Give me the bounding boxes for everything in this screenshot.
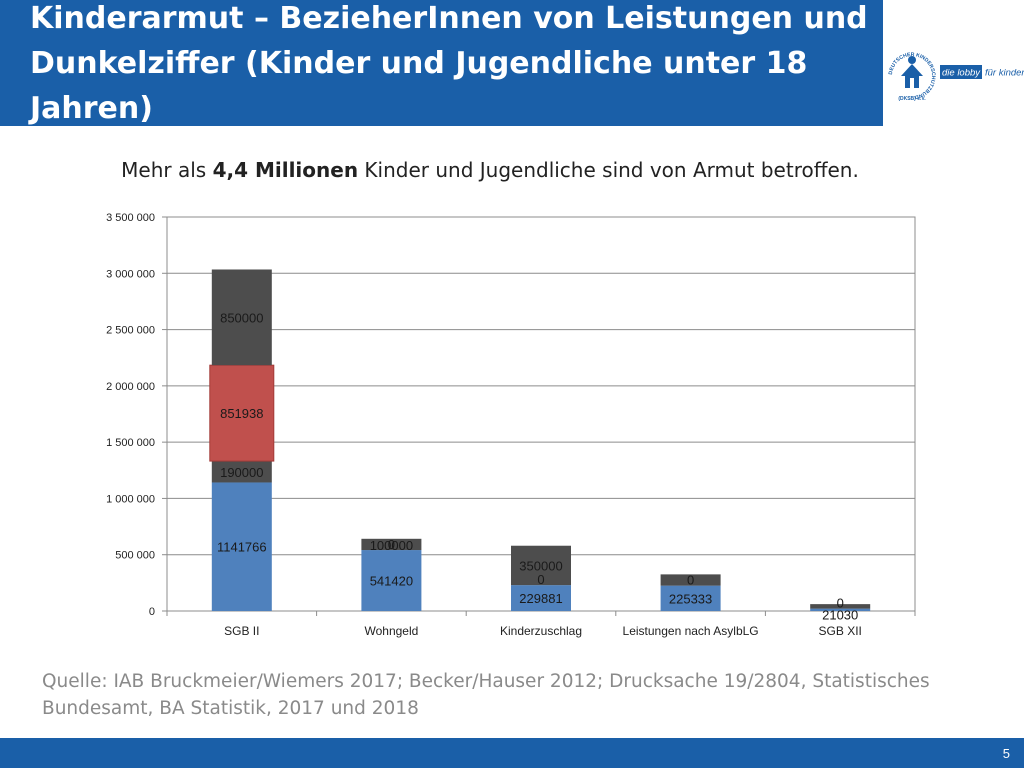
bar-segment (361, 550, 422, 611)
labels-layer: 1141766190000851938850000541420010000022… (217, 310, 858, 622)
data-label: 21030 (822, 608, 858, 623)
slogan-part1: die lobby (942, 68, 981, 79)
data-label: 1141766 (217, 540, 267, 555)
slogan-box (940, 65, 982, 79)
data-label: 229881 (519, 591, 562, 606)
chart-subtitle: Mehr als 4,4 Millionen Kinder und Jugend… (0, 158, 980, 182)
bar-segment (209, 364, 275, 462)
data-label: 0 (388, 537, 395, 552)
bar-segment (511, 545, 571, 586)
y-tick-label: 1 500 000 (106, 437, 155, 449)
stacked-bar-chart: 1141766190000851938850000541420010000022… (106, 212, 916, 638)
data-label: 350000 (519, 558, 562, 573)
bar-segment (810, 604, 871, 609)
bar-segment (211, 461, 272, 483)
y-tick-label: 3 500 000 (106, 212, 155, 224)
bar-segment (511, 585, 571, 611)
x-tick-label: Leistungen nach AsylbLG (623, 624, 759, 638)
title-bar: Kinderarmut – BezieherInnen von Leistung… (0, 0, 883, 126)
bar-segment (211, 482, 272, 611)
y-tick-label: 3 000 000 (106, 268, 155, 280)
subtitle-suffix: Kinder und Jugendliche sind von Armut be… (358, 158, 859, 182)
data-label: 0 (837, 596, 844, 611)
bars-layer (209, 269, 871, 611)
child-figure-icon (901, 56, 923, 88)
x-tick-label: Kinderzuschlag (500, 624, 582, 638)
data-label: 850000 (220, 310, 263, 325)
logo-abbr: (DKSB) e.V. (898, 96, 926, 102)
y-tick-label: 500 000 (115, 550, 155, 562)
subtitle-prefix: Mehr als (121, 158, 213, 182)
subtitle-highlight: 4,4 Millionen (212, 158, 359, 182)
logo-graphic: DEUTSCHER KINDERSCHUTZBUND (DKSB) e.V. d… (884, 48, 1024, 104)
data-label: 225333 (669, 591, 712, 606)
footer-bar: 5 (0, 738, 1024, 768)
bar-segment (810, 608, 871, 611)
y-tick-label: 0 (149, 606, 155, 618)
page-number: 5 (1002, 746, 1010, 761)
source-note: Quelle: IAB Bruckmeier/Wiemers 2017; Bec… (42, 671, 930, 719)
x-tick-label: SGB XII (819, 624, 862, 638)
y-tick-label: 2 500 000 (106, 325, 155, 337)
data-label: 0 (687, 573, 694, 588)
x-tick-label: SGB II (224, 624, 259, 638)
slide-title: Kinderarmut – BezieherInnen von Leistung… (30, 1, 868, 126)
x-tick-label: Wohngeld (364, 624, 418, 638)
bar-segment (660, 574, 721, 586)
slogan-part2: für kinder (985, 68, 1024, 79)
data-label: 851938 (220, 406, 263, 421)
bar-segment (660, 585, 721, 611)
data-label: 100000 (370, 538, 413, 553)
y-tick-label: 2 000 000 (106, 381, 155, 393)
data-label: 541420 (370, 574, 413, 589)
y-tick-label: 1 000 000 (106, 493, 155, 505)
data-label: 0 (537, 572, 544, 587)
axis-layer: 0 500 000 1 000 000 1 500 000 2 000 000 2 500… (106, 212, 916, 638)
data-label: 190000 (220, 465, 263, 480)
kinderschutzbund-logo: DEUTSCHER KINDERSCHUTZBUND (DKSB) e.V. d… (882, 38, 1024, 114)
bar-segment (211, 269, 272, 366)
bar-segment (361, 538, 422, 551)
